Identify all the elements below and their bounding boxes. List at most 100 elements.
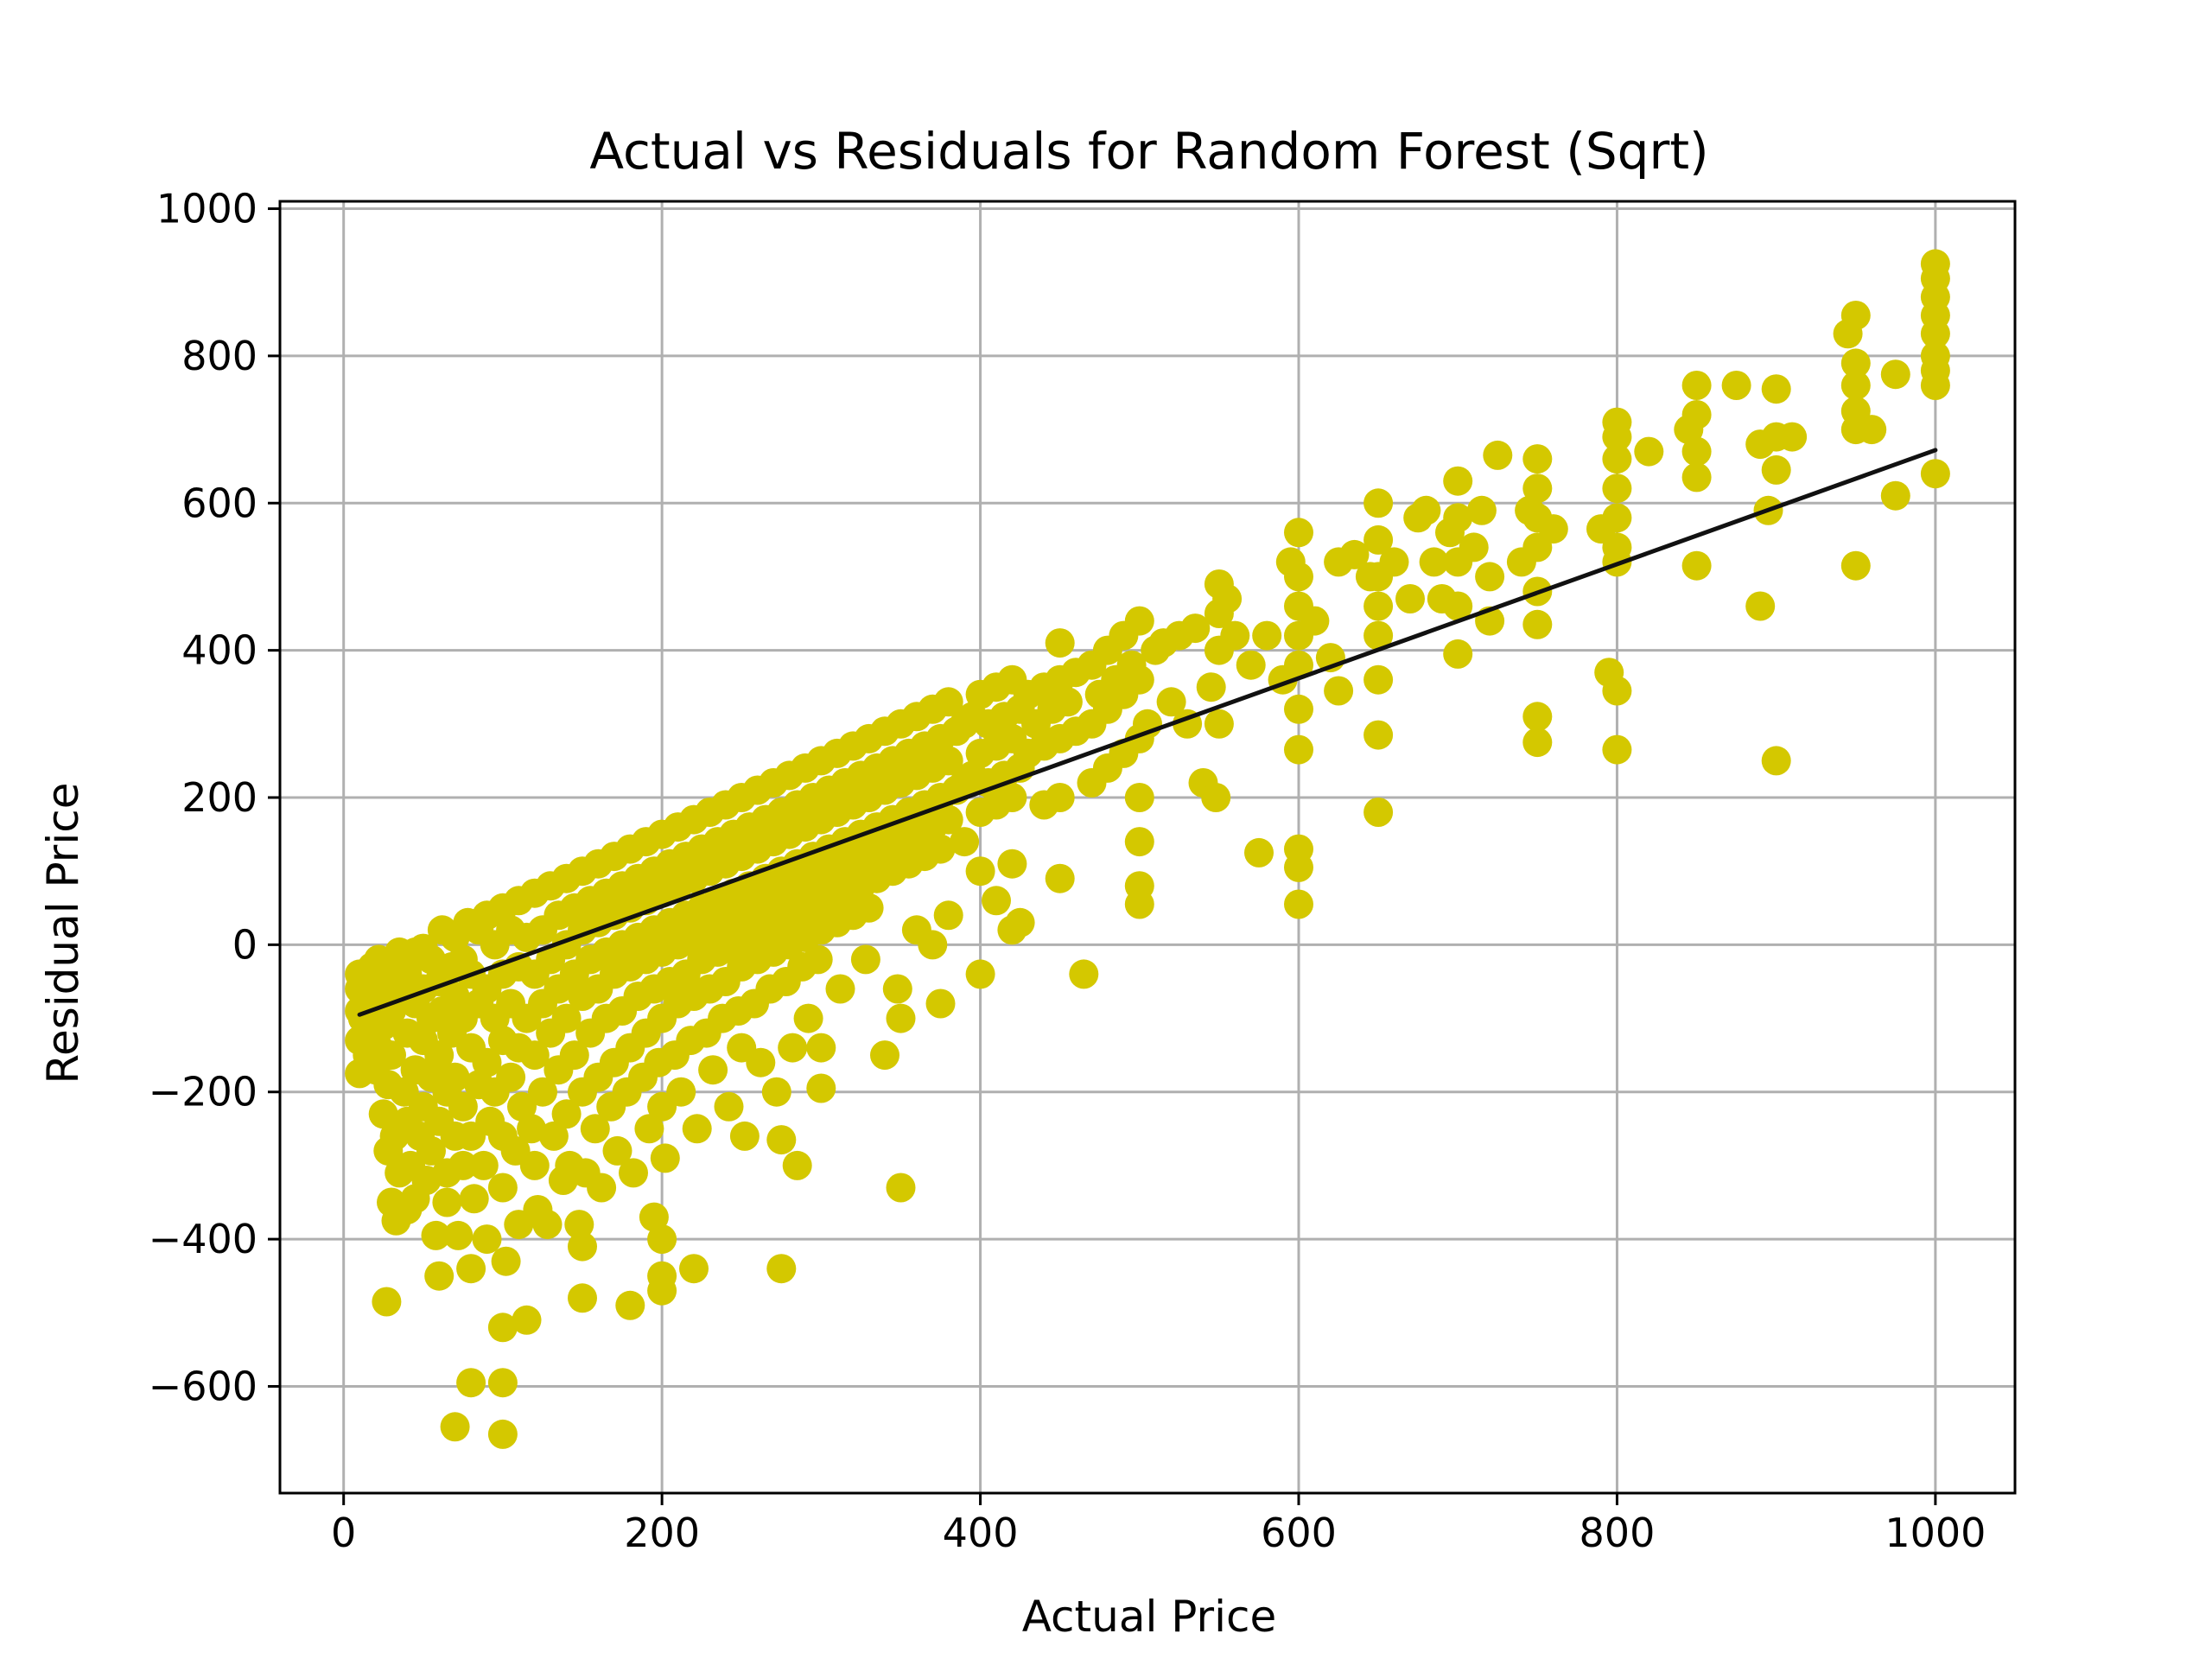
y-tick-label: −600 <box>149 1363 257 1409</box>
scatter-point <box>551 1003 582 1033</box>
scatter-point <box>1124 889 1154 919</box>
scatter-point <box>421 1220 451 1250</box>
scatter-point <box>1681 400 1712 429</box>
scatter-point <box>580 1114 610 1144</box>
scatter-point <box>666 1077 696 1107</box>
scatter-point <box>746 1047 776 1077</box>
scatter-point <box>1522 609 1553 639</box>
y-tick-label: 600 <box>181 480 257 526</box>
scatter-point <box>1052 687 1083 717</box>
y-tick-label: 1000 <box>156 186 257 232</box>
scatter-point <box>766 1125 797 1155</box>
scatter-point <box>372 1287 402 1317</box>
scatter-point <box>639 1202 669 1232</box>
scatter-point <box>1483 440 1513 470</box>
scatter-point <box>1466 495 1497 525</box>
scatter-point <box>1124 827 1154 857</box>
scatter-point <box>1522 702 1553 732</box>
scatter-point <box>1602 503 1632 533</box>
scatter-point <box>1411 495 1441 525</box>
scatter-point <box>443 1220 474 1250</box>
scatter-point <box>1443 466 1473 496</box>
x-tick-label: 200 <box>624 1510 700 1556</box>
scatter-point <box>1681 371 1712 400</box>
scatter-point <box>1363 664 1394 695</box>
scatter-point <box>424 1261 454 1291</box>
scatter-point <box>1920 319 1950 349</box>
scatter-point <box>1840 301 1871 330</box>
scatter-point <box>551 1099 582 1129</box>
scatter-point <box>564 1210 594 1240</box>
scatter-point <box>761 1077 791 1107</box>
scatter-point <box>517 1114 547 1144</box>
scatter-point <box>1201 783 1231 812</box>
scatter-point <box>882 974 912 1004</box>
scatter-point <box>1212 584 1243 613</box>
scatter-point <box>1156 687 1186 717</box>
scatter-point <box>1857 415 1887 445</box>
scatter-point <box>496 1062 526 1092</box>
scatter-point <box>487 1368 518 1398</box>
scatter-point <box>1840 371 1871 400</box>
scatter-point <box>528 1077 557 1107</box>
scatter-point <box>1634 436 1664 467</box>
scatter-point <box>766 1254 797 1284</box>
scatter-point <box>1761 374 1791 404</box>
scatter-point <box>933 687 963 717</box>
scatter-point <box>1602 734 1632 765</box>
scatter-point <box>918 930 948 960</box>
scatter-point <box>1204 709 1234 739</box>
x-tick-label: 800 <box>1580 1510 1656 1556</box>
scatter-point <box>997 783 1027 812</box>
scatter-point <box>925 834 956 864</box>
x-tick-label: 400 <box>943 1510 1019 1556</box>
chart-title: Actual vs Residuals for Random Forest (S… <box>589 122 1708 181</box>
scatter-point <box>997 849 1027 879</box>
scatter-point <box>1395 584 1425 613</box>
scatter-point <box>1045 863 1075 893</box>
scatter-point <box>1443 639 1473 669</box>
scatter-point <box>1045 783 1075 812</box>
x-tick-label: 600 <box>1261 1510 1337 1556</box>
scatter-point <box>1602 474 1632 504</box>
scatter-point <box>782 1150 812 1180</box>
scatter-point <box>1681 436 1712 467</box>
scatter-point <box>1840 550 1871 581</box>
scatter-point <box>512 1305 542 1335</box>
scatter-point <box>1300 606 1330 636</box>
x-axis-title: Actual Price <box>1022 1592 1277 1642</box>
scatter-point <box>1324 676 1354 706</box>
scatter-point <box>1363 591 1394 621</box>
scatter-point <box>1180 613 1211 644</box>
scatter-point <box>1363 620 1394 651</box>
scatter-point <box>1284 562 1313 592</box>
scatter-point <box>1459 532 1489 563</box>
scatter-point <box>519 1150 550 1180</box>
scatter-point <box>647 1224 677 1255</box>
scatter-point <box>1522 728 1553 758</box>
scatter-point <box>1777 422 1808 452</box>
scatter-point <box>850 944 880 975</box>
scatter-point <box>368 1099 398 1129</box>
scatter-point <box>619 1158 648 1188</box>
scatter-point <box>440 982 470 1011</box>
scatter-point <box>698 1055 728 1085</box>
scatter-point <box>1602 444 1632 474</box>
y-tick-label: 800 <box>181 333 257 379</box>
scatter-point <box>729 1121 760 1151</box>
scatter-point <box>587 1173 617 1203</box>
scatter-point <box>1284 650 1313 680</box>
scatter-point <box>1363 720 1394 750</box>
scatter-point <box>1196 672 1226 702</box>
scatter-point <box>1363 488 1394 518</box>
scatter-point <box>854 893 884 923</box>
scatter-point <box>634 1114 664 1144</box>
scatter-point <box>1379 547 1409 577</box>
scatter-point <box>1124 783 1154 812</box>
scatter-point <box>965 856 995 887</box>
scatter-point <box>1069 959 1099 989</box>
scatter-point <box>650 1143 680 1173</box>
scatter-point <box>1880 480 1910 511</box>
y-tick-label: −200 <box>149 1069 257 1116</box>
